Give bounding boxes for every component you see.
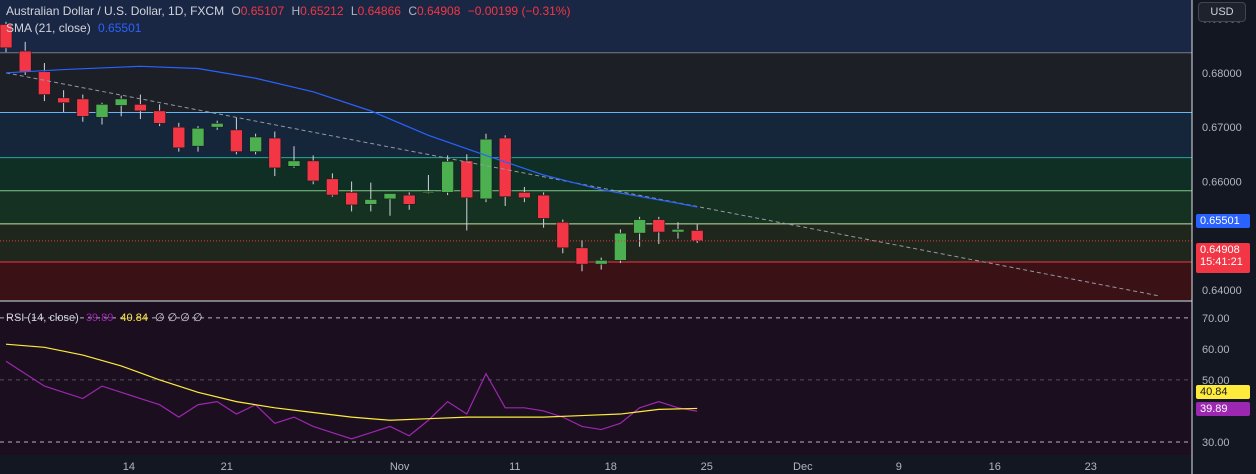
candle-down [172,126,186,149]
close-label: C [408,4,417,18]
candle-down [230,129,243,152]
time-tick-label: 21 [221,461,233,473]
price-tick-label: 0.68000 [1202,68,1242,80]
open-value: 0.65107 [240,4,285,18]
candle-up [114,98,128,106]
zone-band [0,157,1192,191]
candle-up [479,138,493,200]
overlay-lines [0,65,1192,297]
candle-up [249,136,262,152]
candle-up [614,232,627,261]
rsi-tag: 39.89 [1196,402,1250,416]
candle-down [460,160,474,199]
time-axis-background [0,455,1192,474]
candle-up [594,260,608,265]
symbol-title[interactable]: Australian Dollar / U.S. Dollar, 1D, FXC… [6,4,225,18]
candle-down [57,97,70,104]
candle-down [326,178,339,196]
rsi-ma-value: 40.84 [120,312,148,324]
currency-button[interactable]: USD [1198,2,1246,22]
candle-down [537,194,550,219]
open-label: O [231,4,241,18]
candle-down [345,192,358,206]
candle-up [191,127,205,147]
time-tick-label: 18 [605,461,617,473]
candle-up [383,193,397,200]
bar-countdown: 15:41:21 [1200,256,1243,268]
rsi-value: 39.89 [85,312,114,324]
rsi-background [0,302,1192,455]
change-value: −0.00199 (−0.31%) [467,4,571,18]
sma-label: SMA (21, close) [6,21,91,35]
candle-down [76,98,90,117]
rsi-ma-tag: 40.84 [1196,385,1250,399]
low-label: L [350,4,358,18]
time-tick-label: 23 [1085,461,1097,473]
rsi-tick-label: 70.00 [1202,313,1230,325]
candle-up [422,191,435,194]
high-value: 0.65212 [300,4,344,18]
candle-up [671,229,685,233]
candle-up [364,199,378,205]
zone-band [0,0,1192,53]
time-tick-label: 14 [123,461,135,473]
price-tick-label: 0.64000 [1202,285,1242,297]
candle-down [0,24,13,49]
symbol-legend: Australian Dollar / U.S. Dollar, 1D, FXC… [6,4,574,18]
rsi-empty-values: ∅ ∅ ∅ ∅ [155,312,203,324]
candle-down [518,192,531,199]
candle-up [95,104,109,118]
candle-down [18,50,32,73]
zone-band [0,190,1192,224]
rsi-label: RSI (14, close) [6,312,79,324]
candle-down [153,110,166,124]
rsi-line [5,360,698,440]
close-value: 0.64908 [416,4,461,18]
candle-down [690,230,704,242]
candle-down [575,247,589,265]
high-label: H [291,4,301,18]
price-tick-label: 0.66000 [1202,177,1242,189]
sma-line [5,65,698,208]
candle-up [633,219,646,234]
rsi-ma-line [5,343,698,421]
sma-legend[interactable]: SMA (21, close) 0.65501 [6,21,145,35]
time-tick-label: 9 [896,461,902,473]
sma-price-tag: 0.65501 [1196,214,1250,228]
candle-down [402,194,416,205]
time-tick-label: 16 [989,461,1001,473]
time-tick-label: Dec [793,461,813,473]
candle-down [268,137,282,169]
candle-down [556,221,570,249]
candle-up [441,161,454,193]
candle-up [210,123,224,128]
rsi-tick-label: 50.00 [1202,375,1230,387]
zone-band [0,261,1192,300]
rsi-tick-label: 30.00 [1202,437,1230,449]
candle-down [134,104,147,112]
sma-value: 0.65501 [98,21,142,35]
candle-down [652,219,666,233]
candle-down [306,160,320,182]
zone-band [0,223,1192,262]
time-tick-label: Nov [390,461,410,473]
last-price: 0.64908 [1200,244,1240,256]
time-tick-label: 25 [701,461,713,473]
rsi-tick-label: 60.00 [1202,344,1230,356]
candle-down [498,137,512,198]
candle-up [287,160,301,167]
price-tick-label: 0.67000 [1202,122,1242,134]
rsi-legend[interactable]: RSI (14, close) 39.89 40.84 ∅ ∅ ∅ ∅ [6,311,207,324]
zone-band [0,52,1192,113]
last-price-tag: 0.64908 15:41:21 [1196,243,1250,273]
candle-down [38,71,51,95]
rsi-pane [0,300,1256,455]
low-value: 0.64866 [357,4,401,18]
time-tick-label: 11 [509,461,520,473]
